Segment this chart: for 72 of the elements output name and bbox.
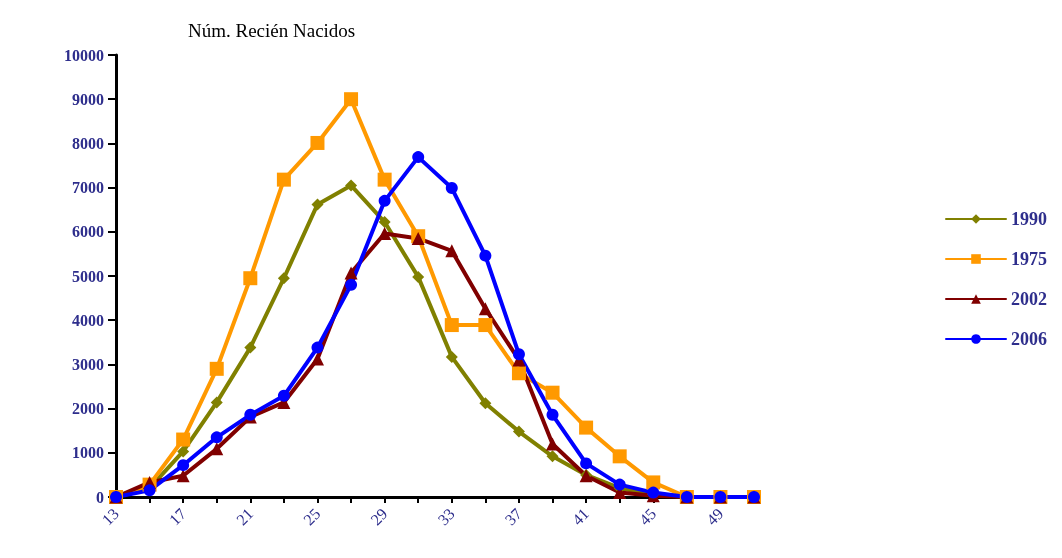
point [511, 366, 526, 381]
legend-label: 2002 [1011, 289, 1047, 309]
y-tick-label: 4000 [72, 311, 104, 329]
point [378, 194, 391, 207]
point [445, 182, 458, 195]
x-tick-label: 29 [367, 504, 391, 529]
y-tick-label: 2000 [72, 400, 104, 418]
point [479, 249, 492, 262]
point [478, 318, 493, 333]
y-tick-label: 10000 [64, 46, 104, 64]
point [210, 442, 224, 456]
point [277, 272, 290, 285]
x-tick-label: 45 [635, 504, 660, 529]
x-tick-label: 49 [703, 504, 727, 529]
y-tick-label: 6000 [72, 223, 104, 241]
x-tick-label: 25 [300, 504, 324, 529]
point [345, 278, 358, 291]
point [412, 151, 425, 164]
y-tick-label: 3000 [72, 355, 104, 373]
point [545, 385, 560, 400]
point [412, 270, 425, 283]
point [210, 396, 223, 409]
point [612, 449, 627, 464]
point [244, 341, 257, 354]
x-tick-label: 33 [434, 504, 458, 529]
point [176, 432, 191, 447]
x-tick-label: 13 [98, 504, 123, 529]
point [478, 302, 492, 316]
point [344, 92, 359, 107]
x-tick-label: 37 [501, 504, 525, 529]
point [546, 408, 559, 421]
point [344, 266, 358, 280]
point [580, 457, 593, 470]
y-tick-label: 5000 [72, 267, 104, 285]
point [311, 198, 324, 211]
legend-label: 1990 [1011, 209, 1047, 229]
point [646, 475, 661, 490]
point [310, 352, 324, 366]
y-tick-label: 0 [96, 488, 104, 506]
point [276, 172, 291, 187]
point [546, 450, 559, 463]
y-tick-label: 9000 [72, 90, 104, 108]
point [209, 361, 224, 376]
point [445, 350, 458, 363]
point [613, 478, 626, 491]
point [378, 216, 391, 229]
point [210, 431, 223, 444]
point [176, 469, 190, 483]
point [243, 271, 258, 286]
y-tick-label: 8000 [72, 134, 104, 152]
x-tick-label: 21 [233, 504, 257, 529]
x-tick-label: 17 [165, 504, 190, 529]
point [579, 420, 594, 435]
legend-label: 2006 [1011, 329, 1047, 349]
point [445, 244, 459, 258]
point [177, 445, 190, 458]
point [345, 179, 358, 192]
point [479, 397, 492, 410]
point [512, 425, 525, 438]
point [444, 318, 459, 333]
point [377, 172, 392, 187]
y-tick-label: 1000 [72, 444, 104, 462]
x-tick-label: 41 [568, 504, 593, 529]
point [311, 341, 324, 354]
point [177, 459, 190, 472]
point [512, 348, 525, 361]
y-tick-label: 7000 [72, 179, 104, 197]
legend-label: 1975 [1011, 249, 1047, 269]
point [310, 135, 325, 150]
chart-title: Núm. Recién Nacidos [188, 20, 356, 41]
point [277, 389, 290, 402]
point [378, 227, 392, 241]
